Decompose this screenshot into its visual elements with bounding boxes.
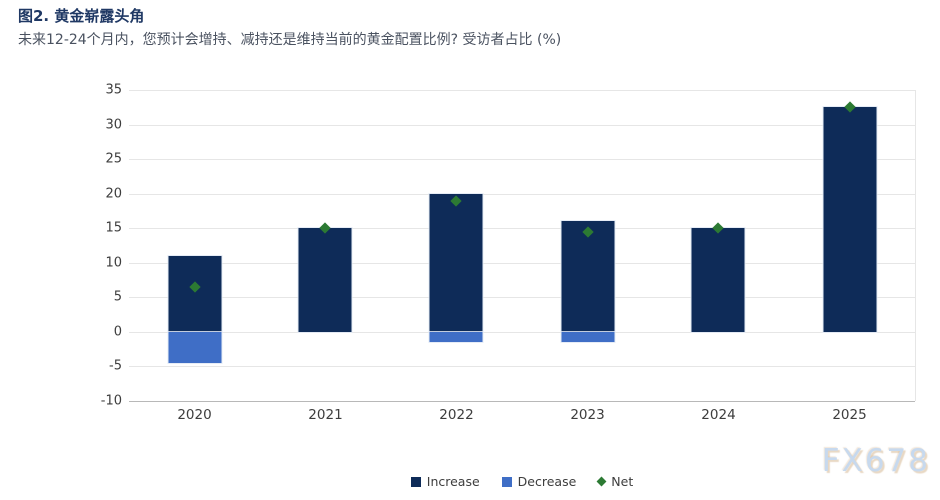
x-tick-label-2023: 2023 xyxy=(570,407,605,423)
x-tick-label-2024: 2024 xyxy=(701,407,736,423)
category-slot-2021 xyxy=(260,90,391,401)
category-slot-2022 xyxy=(391,90,522,401)
gridline-0 xyxy=(129,331,915,333)
y-tick-label: 5 xyxy=(113,289,122,305)
y-tick-label: 30 xyxy=(105,117,122,133)
y-tick-label: 10 xyxy=(105,255,122,271)
category-slot-2024 xyxy=(653,90,784,401)
bar-increase-2023 xyxy=(561,221,614,332)
y-tick-label: -5 xyxy=(109,358,122,374)
bar-increase-2021 xyxy=(298,228,352,332)
legend-net-swatch xyxy=(596,476,607,487)
y-tick-label: 15 xyxy=(105,220,122,236)
legend-label-decrease: Decrease xyxy=(517,474,577,489)
x-tick-label-2022: 2022 xyxy=(439,407,474,423)
x-axis: 2020 2021 2022 2023 2024 2025 xyxy=(129,407,915,427)
bar-increase-2020 xyxy=(168,255,221,332)
gridline-10 xyxy=(129,262,915,264)
chart-title: 图2. 黄金崭露头角 xyxy=(18,7,145,25)
legend-item-decrease: Decrease xyxy=(501,474,577,489)
bar-increase-2025 xyxy=(823,107,876,332)
gridline-25 xyxy=(129,159,915,161)
y-tick-label: 0 xyxy=(113,324,122,340)
legend-label-net: Net xyxy=(611,474,634,489)
chart-header: 图2. 黄金崭露头角 未来12-24个月内，您预计会增持、减持还是维持当前的黄金… xyxy=(18,6,561,50)
bar-increase-2022 xyxy=(429,193,483,332)
gridline--5 xyxy=(129,366,915,368)
y-tick-label: 20 xyxy=(105,186,122,202)
legend-decrease-swatch xyxy=(501,476,512,487)
y-tick-label: 35 xyxy=(105,82,122,98)
legend-increase-swatch xyxy=(410,476,421,487)
x-tick-label-2021: 2021 xyxy=(308,407,343,423)
category-slot-2020 xyxy=(129,90,260,401)
bar-decrease-2020 xyxy=(168,331,221,363)
legend-item-net: Net xyxy=(596,474,634,489)
bar-increase-2024 xyxy=(691,228,745,332)
y-tick-label: 25 xyxy=(105,151,122,167)
gridline-30 xyxy=(129,124,915,126)
bar-decrease-2022 xyxy=(429,331,483,343)
category-slot-2025 xyxy=(784,90,915,401)
gridline-5 xyxy=(129,297,915,299)
legend-item-increase: Increase xyxy=(410,474,480,489)
legend-label-increase: Increase xyxy=(426,474,480,489)
chart-subtitle: 未来12-24个月内，您预计会增持、减持还是维持当前的黄金配置比例? 受访者占比… xyxy=(18,32,562,48)
bar-decrease-2023 xyxy=(561,331,614,343)
y-axis: 35 30 25 20 15 10 5 0 -5 -10 xyxy=(58,83,122,409)
gridline-15 xyxy=(129,228,915,230)
gridline-20 xyxy=(129,193,915,195)
x-tick-label-2020: 2020 xyxy=(177,407,212,423)
watermark: FX678 xyxy=(821,443,930,479)
y-tick-label: -10 xyxy=(100,393,122,409)
x-tick-label-2025: 2025 xyxy=(832,407,867,423)
category-slot-2023 xyxy=(522,90,653,401)
gridline--10 xyxy=(129,401,915,402)
legend: Increase Decrease Net xyxy=(129,474,915,489)
plot-area xyxy=(129,90,916,402)
gridline-35 xyxy=(129,90,915,91)
